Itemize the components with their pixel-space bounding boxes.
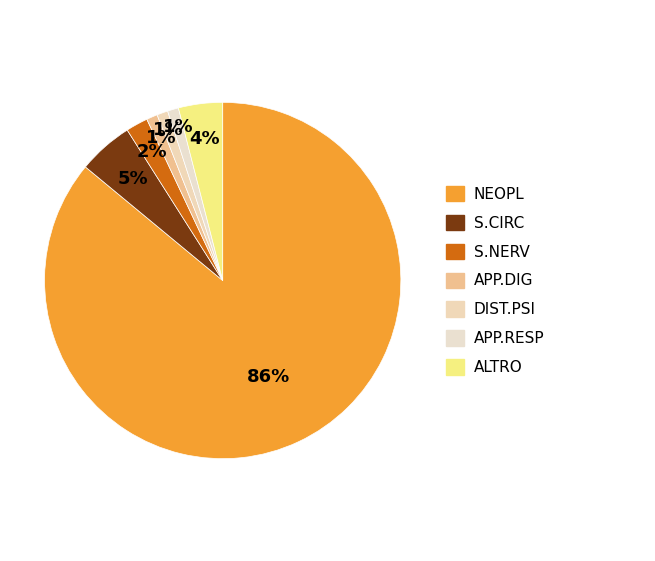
Legend: NEOPL, S.CIRC, S.NERV, APP.DIG, DIST.PSI, APP.RESP, ALTRO: NEOPL, S.CIRC, S.NERV, APP.DIG, DIST.PSI…	[440, 180, 550, 381]
Wedge shape	[147, 115, 223, 280]
Text: 1%: 1%	[146, 129, 176, 147]
Wedge shape	[45, 102, 401, 459]
Wedge shape	[178, 102, 223, 280]
Wedge shape	[85, 130, 223, 280]
Text: 4%: 4%	[189, 130, 220, 148]
Text: 5%: 5%	[118, 170, 149, 188]
Wedge shape	[157, 111, 223, 280]
Text: 86%: 86%	[246, 368, 290, 386]
Wedge shape	[168, 108, 223, 280]
Wedge shape	[127, 119, 223, 280]
Text: 2%: 2%	[137, 144, 168, 162]
Text: 1%: 1%	[162, 117, 193, 136]
Text: 1%: 1%	[153, 121, 183, 139]
